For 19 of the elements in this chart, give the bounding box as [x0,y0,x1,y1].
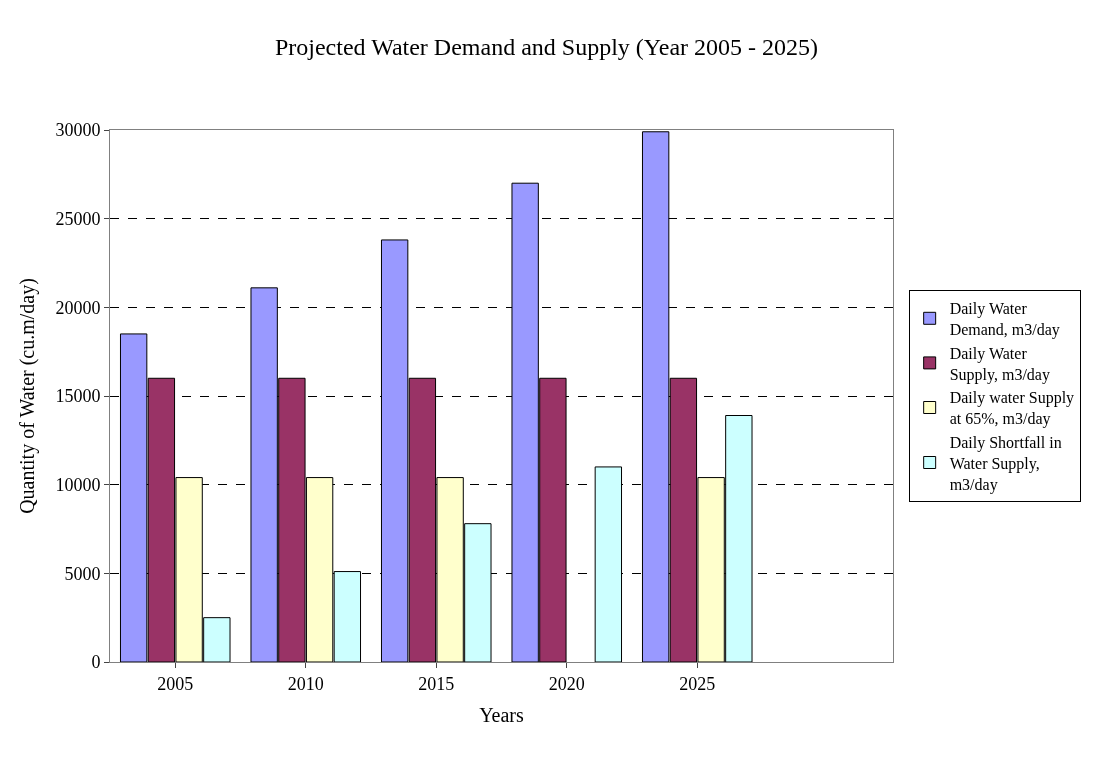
x-tick-label: 2015 [418,673,455,694]
y-tick-label: 15000 [55,386,101,407]
y-tick-label: 30000 [55,120,101,141]
x-tick-label: 2025 [679,673,716,694]
y-tick-label: 25000 [55,208,101,229]
y-axis-title: Quantity of Water (cu.m/day) [15,278,39,514]
x-tick-label: 2020 [548,673,585,694]
legend-label: Daily Water Demand, m3/day [949,300,1060,339]
y-tick-label: 0 [91,652,101,673]
legend-label: Daily water Supply at 65%, m3/day [949,389,1075,429]
x-tick-label: 2010 [287,673,324,694]
legend-label: Daily Water Supply, m3/day [949,344,1050,384]
legend-label: Daily Shortfall in Water Supply, m3/day [949,433,1062,494]
y-tick-label: 20000 [55,297,101,318]
y-tick-label: 10000 [55,474,101,495]
x-axis-title: Years [479,704,525,727]
y-tick-label: 5000 [64,563,101,584]
x-tick-label: 2005 [157,673,194,694]
chart-title: Projected Water Demand and Supply (Year 2005 - 2025) [274,33,819,60]
